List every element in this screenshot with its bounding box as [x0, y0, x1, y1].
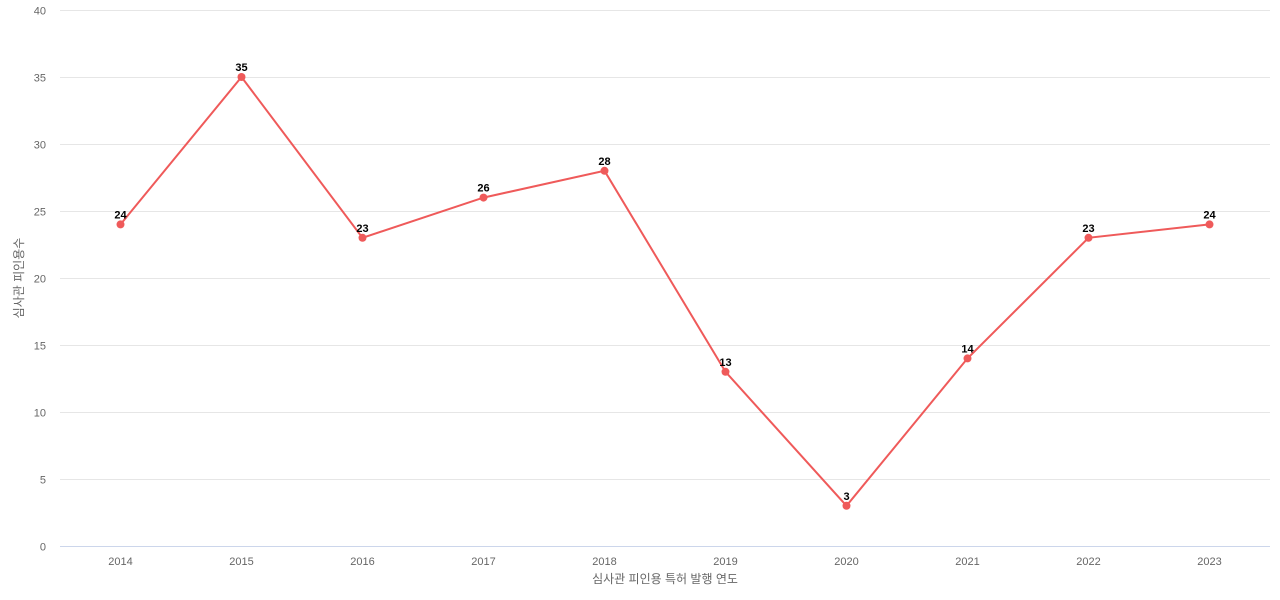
x-tick-label: 2018 [592, 556, 616, 568]
y-tick-label: 20 [34, 274, 46, 286]
x-tick-label: 2022 [1076, 556, 1100, 568]
x-tick-label: 2017 [471, 556, 495, 568]
y-tick-label: 0 [40, 542, 46, 554]
y-axis-title: 심사관 피인용수 [12, 238, 26, 319]
data-label: 14 [961, 343, 974, 355]
x-tick-label: 2016 [350, 556, 374, 568]
x-tick-label: 2014 [108, 556, 132, 568]
data-point[interactable] [358, 233, 367, 242]
gridlines [60, 10, 1270, 480]
x-tick-label: 2015 [229, 556, 253, 568]
data-point[interactable] [116, 220, 125, 229]
data-point[interactable] [237, 73, 246, 81]
data-label: 23 [356, 223, 368, 235]
data-label: 13 [719, 357, 731, 369]
y-axis-ticks: 0 5 10 15 20 25 30 35 40 [34, 6, 46, 554]
y-tick-label: 25 [34, 207, 46, 219]
y-tick-label: 5 [40, 475, 46, 487]
x-tick-label: 2019 [713, 556, 737, 568]
data-point[interactable] [721, 367, 730, 376]
x-axis-title: 심사관 피인용 특허 발행 연도 [592, 571, 738, 586]
y-tick-label: 30 [34, 140, 46, 152]
y-tick-label: 40 [34, 6, 46, 18]
data-label: 23 [1082, 223, 1094, 235]
data-point[interactable] [479, 193, 488, 202]
y-tick-label: 35 [34, 73, 46, 85]
data-label: 35 [235, 62, 247, 74]
x-axis-ticks: 2014 2015 2016 2017 2018 2019 2020 2021 2022 2023 [108, 556, 1221, 568]
x-tick-label: 2023 [1197, 556, 1221, 568]
data-labels: 24 35 23 26 28 13 3 14 23 24 [114, 62, 1216, 503]
y-tick-label: 10 [34, 408, 46, 420]
data-point[interactable] [842, 501, 851, 510]
data-point[interactable] [963, 354, 972, 363]
y-tick-label: 15 [34, 341, 46, 353]
data-points [116, 73, 1214, 510]
data-label: 24 [114, 209, 127, 221]
data-label: 26 [477, 183, 489, 195]
data-label: 24 [1203, 209, 1216, 221]
data-point[interactable] [1084, 233, 1093, 242]
data-label: 3 [843, 491, 849, 503]
data-point[interactable] [1205, 220, 1214, 229]
series-line [119, 75, 1210, 508]
x-tick-label: 2021 [955, 556, 979, 568]
x-tick-label: 2020 [834, 556, 858, 568]
data-label: 28 [598, 156, 610, 168]
data-point[interactable] [600, 166, 609, 175]
